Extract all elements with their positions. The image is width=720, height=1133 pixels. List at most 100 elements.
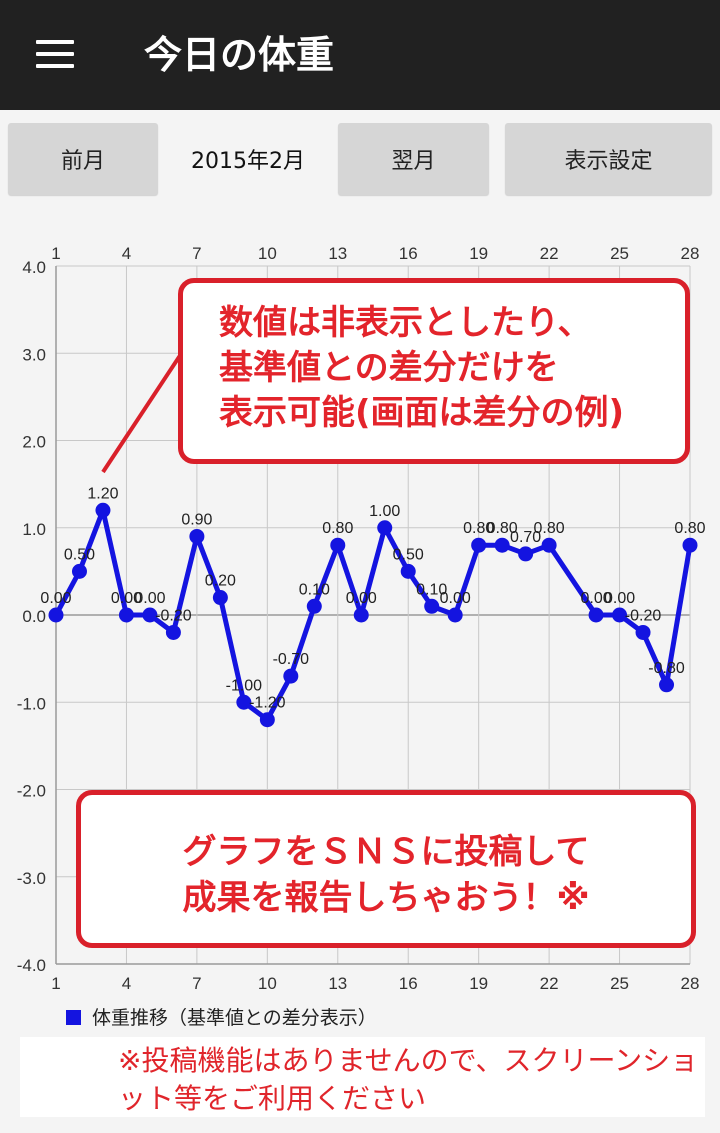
data-label: 0.00 (40, 590, 71, 607)
app-title: 今日の体重 (144, 33, 335, 77)
data-label: 0.50 (64, 546, 95, 563)
data-label: 0.00 (604, 590, 635, 607)
y-tick-label: 1.0 (22, 520, 46, 539)
y-tick-label: 4.0 (22, 258, 46, 277)
x-tick-label-top: 25 (610, 244, 629, 263)
callout-pointer (101, 349, 185, 474)
data-label: 0.00 (440, 590, 471, 607)
x-tick-label-bottom: 13 (328, 974, 347, 993)
data-label: 0.80 (674, 520, 705, 537)
data-point (541, 537, 557, 553)
y-tick-label: 2.0 (22, 433, 46, 452)
x-tick-label-top: 16 (399, 244, 418, 263)
data-point (424, 598, 440, 614)
x-tick-label-top: 22 (540, 244, 559, 263)
next-month-button[interactable]: 翌月 (338, 123, 489, 195)
x-tick-label-bottom: 25 (610, 974, 629, 993)
data-point (659, 677, 675, 693)
legend-label: 体重推移（基準値との差分表示） (92, 1007, 377, 1029)
data-point (306, 598, 322, 614)
data-label: -0.80 (648, 660, 685, 677)
data-point (165, 624, 181, 640)
display-settings-button[interactable]: 表示設定 (505, 123, 712, 195)
data-label: 0.00 (134, 590, 165, 607)
y-tick-label: 3.0 (22, 345, 46, 364)
data-label: 0.10 (299, 581, 330, 598)
weight-chart: 4.0 3.0 2.0 1.0 0.0 -1.0 -2.0 -3.0 -4.0 1 1 4 4 7 7 10 1… (17, 244, 706, 993)
x-tick-label-bottom: 1 (51, 974, 60, 993)
data-point (48, 607, 64, 623)
data-point (494, 537, 510, 553)
x-tick-label-bottom: 16 (399, 974, 418, 993)
data-label: -0.20 (625, 607, 662, 624)
x-tick-label-top: 1 (51, 244, 60, 263)
feature-callout-bottom: グラフをＳＮＳに投稿して 成果を報告しちゃおう！※ (76, 790, 696, 948)
app-bar: 今日の体重 (0, 0, 720, 110)
footnote-text: ※投稿機能はありませんので、スクリーンショット等をご利用ください (118, 1044, 699, 1115)
data-label: 0.00 (111, 590, 142, 607)
data-point (447, 607, 463, 623)
y-tick-label: -2.0 (17, 782, 46, 801)
data-label: 0.80 (322, 520, 353, 537)
callout-line: グラフをＳＮＳに投稿して (182, 832, 590, 872)
data-label: 0.80 (487, 520, 518, 537)
y-tick-label: 0.0 (22, 607, 46, 626)
data-label: -1.00 (226, 677, 263, 694)
y-tick-label: -3.0 (17, 869, 46, 888)
data-label: 0.50 (393, 546, 424, 563)
hamburger-menu-icon[interactable] (36, 38, 76, 70)
x-tick-label-bottom: 10 (258, 974, 277, 993)
data-point (236, 694, 252, 710)
y-tick-label: -1.0 (17, 694, 46, 713)
x-tick-label-bottom: 7 (192, 974, 201, 993)
x-tick-label-top: 19 (469, 244, 488, 263)
data-point (635, 624, 651, 640)
data-point (71, 563, 87, 579)
feature-callout-top: 数値は非表示としたり、 基準値との差分だけを 表示可能(画面は差分の例) (178, 278, 690, 464)
legend-swatch (66, 1010, 81, 1025)
data-label: 0.00 (346, 590, 377, 607)
data-point (471, 537, 487, 553)
data-label: 0.10 (416, 581, 447, 598)
y-tick-label: -4.0 (17, 956, 46, 975)
callout-line: 表示可能(画面は差分の例) (219, 393, 625, 433)
data-point (330, 537, 346, 553)
x-tick-label-top: 4 (122, 244, 131, 263)
footnote-box (20, 1037, 705, 1117)
x-tick-label-bottom: 22 (540, 974, 559, 993)
prev-month-button[interactable]: 前月 (8, 123, 158, 195)
x-tick-label-top: 13 (328, 244, 347, 263)
current-month-label: 2015年2月 (191, 149, 305, 174)
x-tick-label-bottom: 4 (122, 974, 131, 993)
data-label: 0.20 (205, 573, 236, 590)
data-point (353, 607, 369, 623)
data-label: -1.20 (249, 695, 286, 712)
data-point (377, 520, 393, 536)
callout-line: 成果を報告しちゃおう！※ (182, 878, 590, 918)
data-label: 1.00 (369, 503, 400, 520)
data-label: 1.20 (87, 485, 118, 502)
data-label: 0.00 (581, 590, 612, 607)
x-tick-label-top: 28 (681, 244, 700, 263)
data-label: 0.80 (534, 520, 565, 537)
data-point (212, 590, 228, 606)
callout-line: 数値は非表示としたり、 (219, 303, 592, 343)
data-point (118, 607, 134, 623)
data-point (612, 607, 628, 623)
data-label: 0.80 (463, 520, 494, 537)
x-tick-label-top: 10 (258, 244, 277, 263)
data-point (588, 607, 604, 623)
data-point (189, 528, 205, 544)
data-point (259, 712, 275, 728)
data-label: -0.20 (155, 607, 192, 624)
data-label: -0.70 (273, 651, 310, 668)
data-point (518, 546, 534, 562)
data-point (400, 563, 416, 579)
x-tick-label-bottom: 28 (681, 974, 700, 993)
data-point (142, 607, 158, 623)
data-point (682, 537, 698, 553)
x-tick-label-bottom: 19 (469, 974, 488, 993)
data-label: 0.90 (181, 511, 212, 528)
callout-line: 基準値との差分だけを (219, 348, 559, 388)
data-label: 0.70 (510, 529, 541, 546)
